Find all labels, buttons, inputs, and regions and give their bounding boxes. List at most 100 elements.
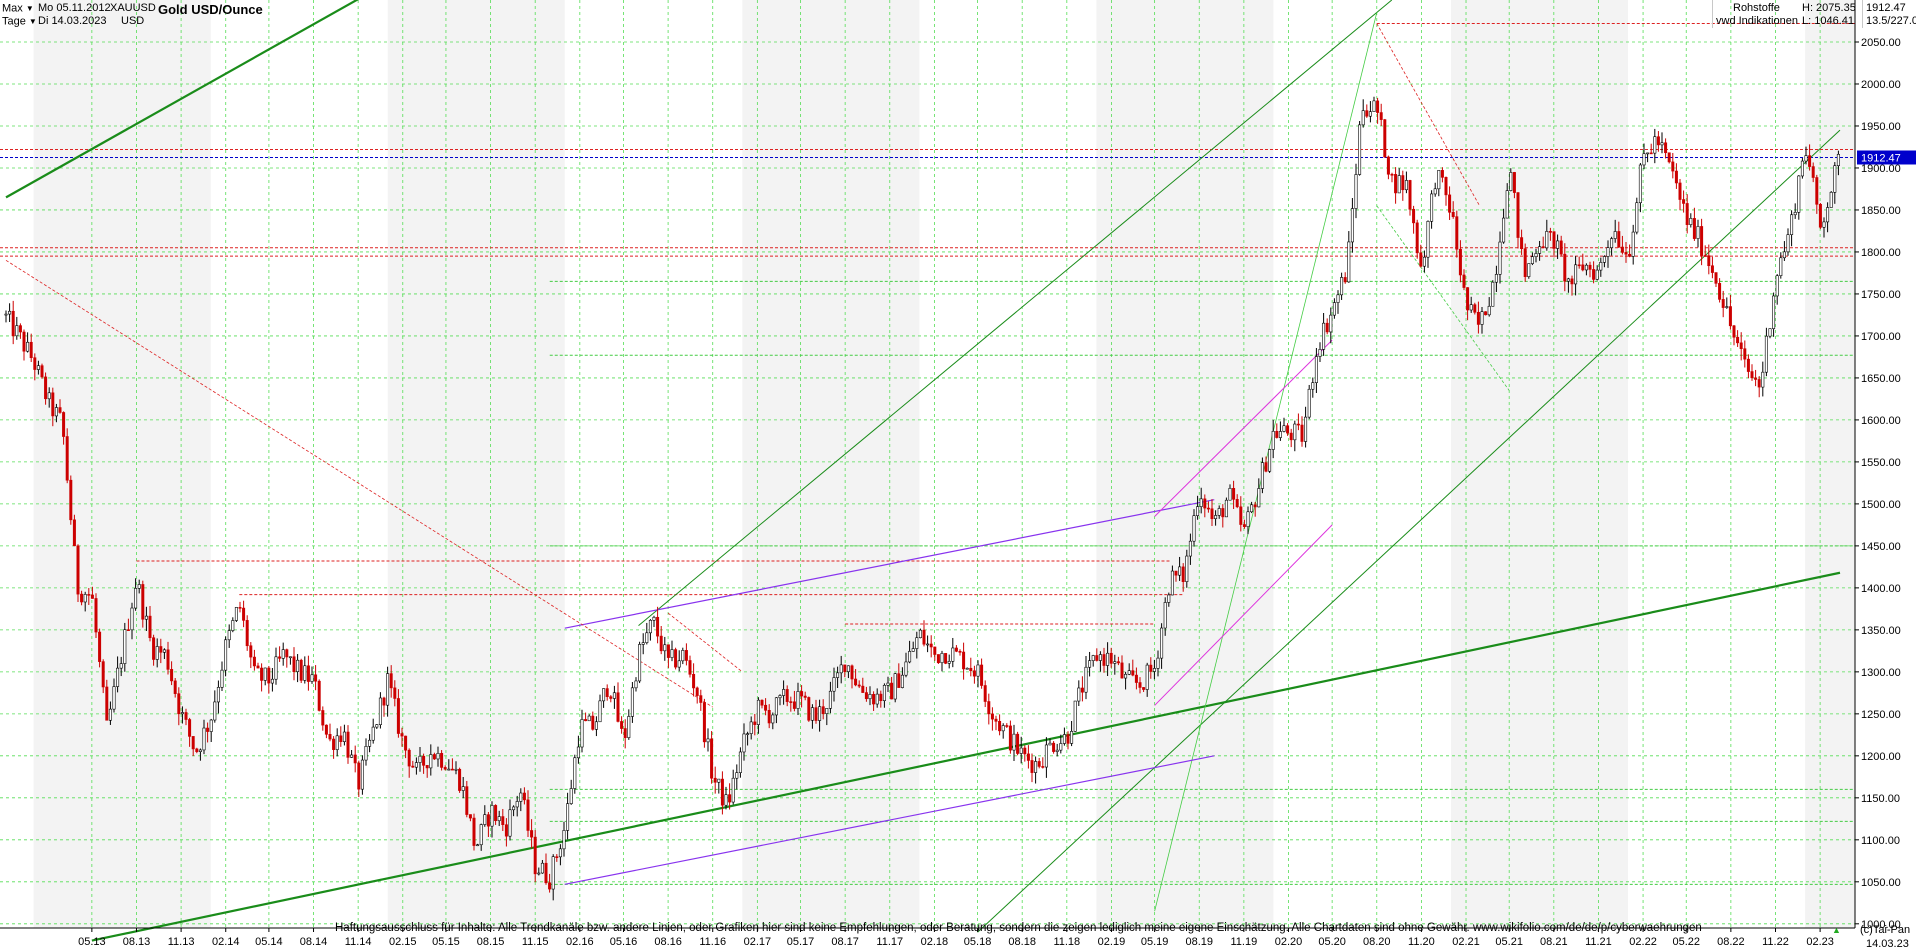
candle-body (1214, 515, 1218, 520)
candle-body (990, 713, 994, 720)
candle-body (814, 707, 818, 721)
candle-body (641, 642, 645, 645)
candle-body (454, 768, 458, 771)
candle-body (598, 700, 602, 723)
candle-body (144, 615, 148, 620)
candle-body (263, 667, 267, 681)
candle-body (1754, 377, 1758, 380)
candle-body (148, 615, 152, 639)
y-tick-label: 1550.00 (1861, 457, 1901, 469)
candle-body (98, 631, 102, 662)
candle-body (738, 751, 742, 773)
y-tick-label: 1950.00 (1861, 121, 1901, 133)
x-tick-label: 02.15 (389, 936, 417, 948)
candle-body (1307, 388, 1311, 418)
candle-body (1469, 304, 1473, 311)
candle-body (839, 664, 843, 674)
candle-body (710, 738, 714, 779)
candle-body (1325, 322, 1329, 333)
candle-body (792, 701, 796, 709)
candle-body (504, 824, 508, 837)
candle-body (1019, 747, 1023, 754)
candle-body (188, 719, 192, 737)
candle-body (1408, 180, 1412, 210)
candle-body (1048, 742, 1052, 746)
candle-body (753, 721, 757, 725)
candle-body (1275, 430, 1279, 438)
candle-body (1599, 262, 1603, 271)
candle-body (1185, 555, 1189, 582)
x-tick-label: 02.14 (212, 936, 240, 948)
candle-body (1739, 342, 1743, 350)
candle-body (1347, 241, 1351, 283)
candle-body (256, 665, 260, 669)
candle-body (472, 817, 476, 846)
chart-title: Gold USD/Ounce (158, 2, 263, 17)
candle-body (245, 620, 249, 647)
candle-body (1070, 731, 1074, 744)
candle-body (342, 731, 346, 742)
candle-body (274, 656, 278, 680)
trend-lines (5, 0, 1841, 942)
candle-body (1588, 264, 1592, 270)
candle-body (350, 754, 354, 758)
y-tick-label: 1800.00 (1861, 247, 1901, 259)
candle-body (36, 365, 40, 370)
candle-body (587, 715, 591, 722)
candle-body (1635, 202, 1639, 233)
last-date-label: 14.03.23 (1866, 938, 1909, 950)
candle-body (1149, 664, 1153, 672)
candle-body (666, 644, 670, 658)
candle-body (396, 698, 400, 734)
candle-body (234, 607, 238, 621)
candle-body (1700, 226, 1704, 256)
candle-body (1127, 670, 1131, 675)
candle-body (749, 721, 753, 734)
candle-body (321, 710, 325, 726)
candle-body (1250, 504, 1254, 513)
range-dropdown[interactable]: Max ▼ (2, 2, 34, 15)
horizontal-levels (0, 23, 1855, 885)
candle-body (1368, 111, 1372, 117)
candle-body (1458, 248, 1462, 276)
y-tick-label: 1150.00 (1861, 793, 1900, 805)
candle-body (1664, 142, 1668, 154)
candle-body (1462, 274, 1466, 288)
candle-body (1538, 246, 1542, 254)
candle-body (375, 724, 379, 728)
candle-body (1671, 161, 1675, 172)
candle-body (1293, 423, 1297, 441)
candle-body (278, 656, 282, 659)
candle-body (929, 643, 933, 648)
x-tick-label: 02.17 (744, 936, 772, 948)
candle-body (778, 695, 782, 699)
candle-body (1181, 566, 1185, 582)
candle-body (803, 695, 807, 698)
candle-body (44, 376, 48, 400)
candle-body (1296, 423, 1300, 426)
candle-body (1012, 733, 1016, 751)
candle-body (83, 594, 87, 603)
candle-body (954, 647, 958, 652)
candle-body (1476, 311, 1480, 325)
candle-body (130, 607, 134, 631)
candle-body (746, 733, 750, 735)
candle-body (1397, 175, 1401, 194)
candle-body (774, 697, 778, 716)
candle-body (1278, 431, 1282, 438)
candle-body (1210, 508, 1214, 520)
candle-body (1541, 246, 1545, 249)
candle-body (400, 733, 404, 737)
y-tick-label: 1650.00 (1861, 373, 1901, 385)
candle-body (51, 392, 55, 417)
period-dropdown[interactable]: Tage ▼ (2, 15, 37, 28)
candle-body (944, 653, 948, 664)
candle-body (87, 594, 91, 596)
candle-body (861, 685, 865, 693)
candle-body (1077, 687, 1081, 702)
candle-body (11, 310, 15, 337)
x-tick-label: 11.18 (1053, 936, 1080, 948)
candle-body (555, 856, 559, 858)
candle-body (242, 607, 246, 621)
candle-body (1797, 175, 1801, 213)
